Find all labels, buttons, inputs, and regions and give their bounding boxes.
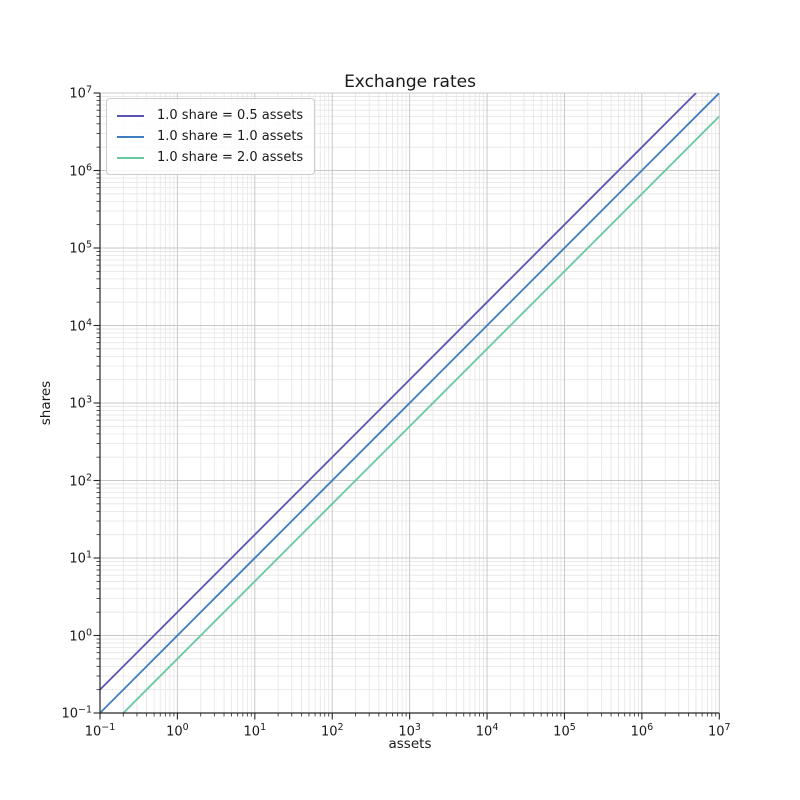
y-axis-label-text: shares	[38, 380, 54, 426]
legend-line-sample	[117, 114, 144, 117]
y-tick-label: 106	[69, 161, 92, 180]
x-tick-label: 103	[398, 722, 421, 740]
legend-item-2: 1.0 share = 2.0 assets	[117, 147, 303, 168]
y-tick-label: 102	[69, 471, 92, 490]
x-tick-label: 106	[630, 722, 654, 740]
legend-item-1: 1.0 share = 1.0 assets	[117, 126, 303, 147]
legend-label: 1.0 share = 1.0 assets	[157, 129, 304, 144]
x-tick-label: 100	[166, 722, 189, 740]
x-axis-label: assets	[388, 736, 432, 752]
x-tick-label: 101	[243, 722, 267, 740]
y-tick-label: 10−1	[61, 704, 92, 722]
y-tick-label: 101	[69, 549, 92, 567]
y-tick-label: 105	[69, 239, 92, 257]
legend-item-0: 1.0 share = 0.5 assets	[117, 105, 303, 126]
series-line-1	[100, 93, 720, 713]
x-tick-label: 107	[708, 722, 731, 740]
y-tick-label: 100	[69, 626, 92, 645]
series-line-0	[100, 93, 697, 691]
series-line-2	[122, 115, 720, 713]
legend-label: 1.0 share = 0.5 assets	[157, 108, 304, 123]
legend-label: 1.0 share = 2.0 assets	[157, 150, 304, 165]
legend-line-sample	[117, 135, 144, 138]
chart-title: Exchange rates	[344, 72, 476, 92]
y-tick-label: 104	[69, 316, 92, 335]
x-tick-label: 102	[320, 722, 344, 740]
legend: 1.0 share = 0.5 assets 1.0 share = 1.0 as…	[106, 98, 316, 175]
y-tick-label: 107	[69, 84, 92, 102]
y-tick-label: 103	[69, 394, 92, 412]
x-tick-label: 104	[475, 722, 499, 740]
legend-line-sample	[117, 156, 144, 159]
x-tick-label: 105	[553, 722, 576, 740]
x-tick-label: 10−1	[84, 722, 116, 740]
